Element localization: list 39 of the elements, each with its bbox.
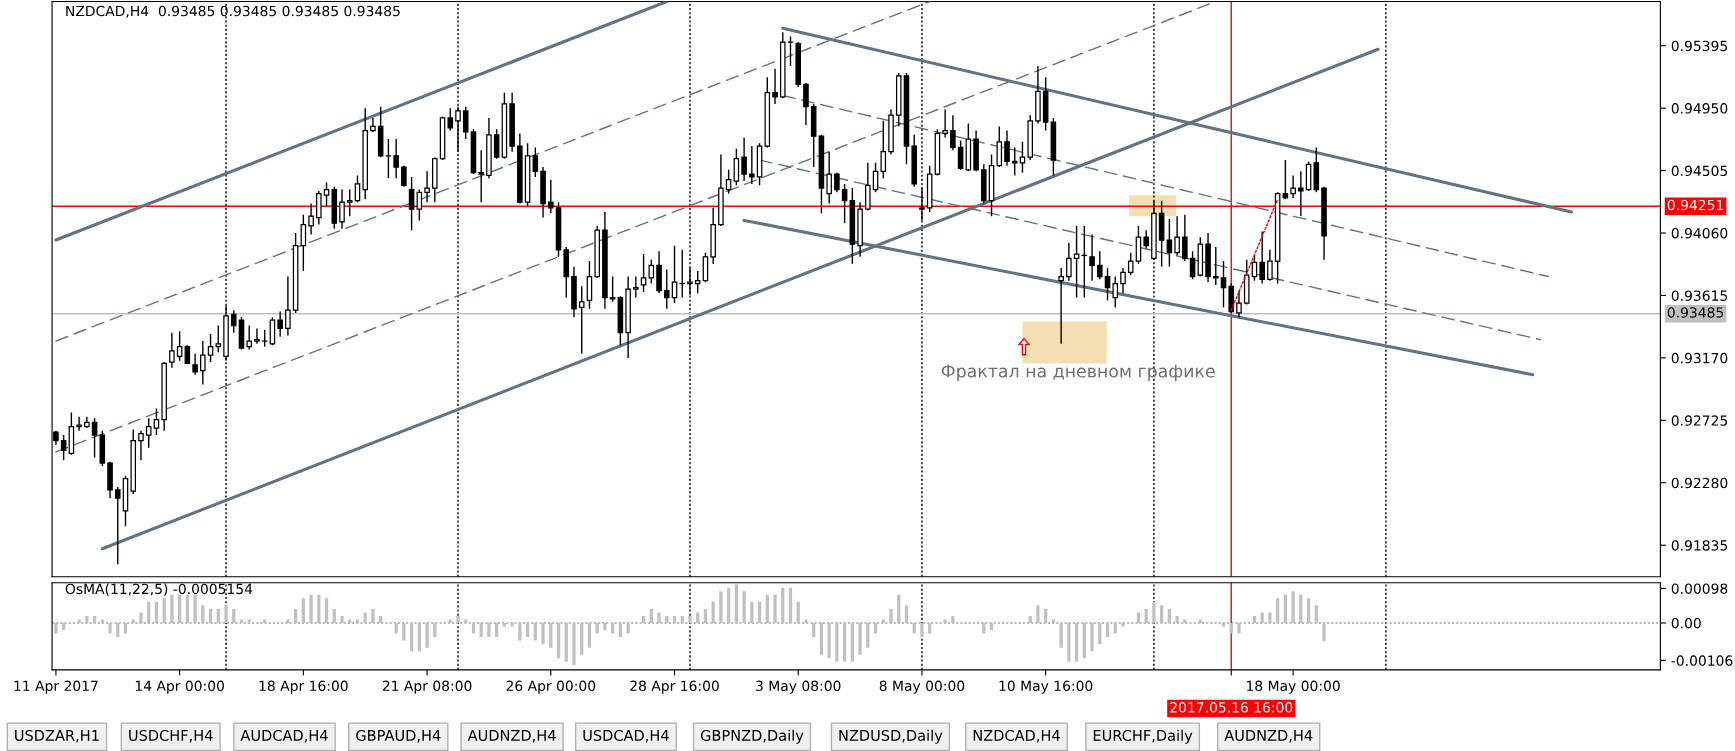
x-tick-label: 3 May 08:00: [756, 680, 841, 694]
x-tick-label: 18 May 00:00: [1247, 680, 1340, 694]
y-tick-label: 0.91835: [1671, 540, 1728, 551]
y-tick-label: 0.94060: [1671, 227, 1728, 239]
x-tick-label: 18 Apr 16:00: [259, 680, 348, 694]
text: USDCHF,H4: [129, 729, 213, 743]
x-tick-label: 10 May 16:00: [999, 680, 1093, 694]
text: USDZAR,H1: [15, 729, 99, 743]
y-tick-label: 0.00: [1671, 617, 1701, 629]
text: GBPNZD,Daily: [700, 729, 804, 744]
annotation: Фрактал на дневном графике: [941, 364, 1215, 381]
text: NZDUSD,Daily: [839, 729, 943, 744]
y-tick-label: 0.93615: [1671, 290, 1728, 301]
y-tick-label: 0.95395: [1671, 40, 1728, 52]
y-tick-label: 0.92725: [1671, 415, 1728, 426]
x-tick-label: 14 Apr 00:00: [135, 680, 224, 694]
text: AUDNZD,H4: [1224, 730, 1313, 743]
y-tick-label: 0.93170: [1671, 352, 1728, 364]
ref-line-label: 0.93485: [1667, 307, 1724, 318]
chart-title: NZDCAD,H4 0.93485 0.93485 0.93485 0.93485: [66, 5, 400, 18]
chart-title: OsMA(11,22,5) -0.0005154: [65, 583, 253, 596]
text: NZDCAD,H4: [973, 729, 1060, 743]
y-tick-label: 0.92280: [1671, 477, 1728, 489]
text: AUDNZD,H4: [467, 730, 556, 743]
y-tick-label: 0.94505: [1671, 165, 1728, 177]
ref-line-label: 0.94251: [1667, 199, 1723, 211]
text: USDCAD,H4: [583, 729, 669, 743]
x-tick-label: 26 Apr 00:00: [506, 680, 596, 694]
x-tick-label: 21 Apr 08:00: [382, 680, 472, 694]
text: AUDCAD,H4: [240, 729, 328, 743]
x-tick-label: 8 May 00:00: [879, 680, 965, 694]
x-tick-label: 28 Apr 16:00: [630, 680, 719, 694]
y-tick-label: -0.00106: [1671, 655, 1733, 666]
x-tick-label: 11 Apr 2017: [14, 680, 98, 694]
y-tick-label: 0.94950: [1671, 103, 1728, 114]
text: GBPAUD,H4: [356, 729, 441, 743]
x-tick-label: 2017.05.16 16:00: [1170, 702, 1293, 713]
y-tick-label: 0.00098: [1671, 583, 1728, 594]
text: EURCHF,Daily: [1093, 729, 1193, 744]
